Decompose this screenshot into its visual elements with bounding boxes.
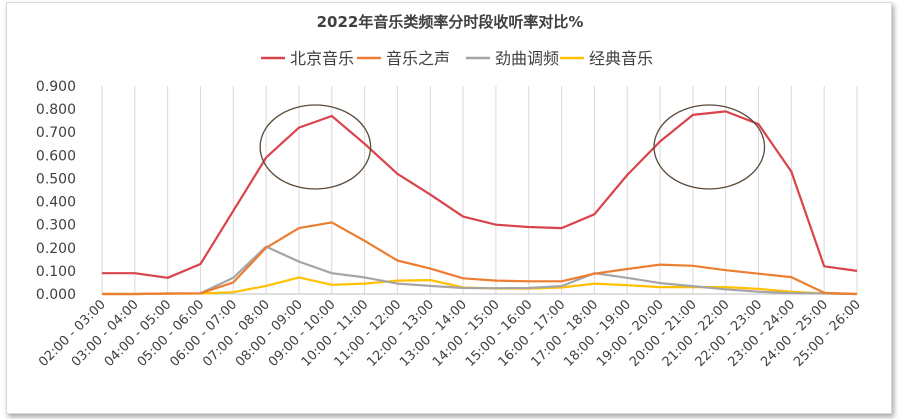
y-tick-label: 0.400	[36, 195, 76, 211]
y-tick-label: 0.900	[36, 79, 76, 95]
legend: 北京音乐 音乐之声 劲曲调频 经典音乐	[261, 49, 653, 68]
y-tick-label: 0.000	[36, 287, 76, 303]
chart-title: 2022年音乐类频率分时段收听率对比%	[317, 13, 584, 31]
series-lines	[102, 110, 858, 296]
legend-label: 经典音乐	[589, 49, 653, 68]
legend-label: 劲曲调频	[495, 49, 559, 68]
y-tick-label: 0.700	[36, 125, 76, 141]
legend-label: 北京音乐	[290, 49, 354, 68]
y-tick-label: 0.600	[36, 148, 76, 164]
highlight-ellipse	[259, 104, 372, 190]
y-tick-label: 0.800	[36, 102, 76, 118]
y-axis: 0.000 0.100 0.200 0.300 0.400 0.500 0.600 0.700…	[36, 79, 76, 303]
grid-lines	[101, 86, 858, 295]
series-line	[102, 221, 858, 296]
legend-label: 音乐之声	[386, 49, 450, 68]
highlight-ellipse	[653, 104, 766, 190]
y-tick-label: 0.200	[36, 241, 76, 257]
y-tick-label: 0.300	[36, 218, 76, 234]
series-line	[102, 245, 858, 296]
y-tick-label: 0.100	[36, 264, 76, 280]
y-tick-label: 0.500	[36, 171, 76, 187]
highlight-annotations	[259, 104, 766, 190]
series-line	[102, 110, 858, 279]
